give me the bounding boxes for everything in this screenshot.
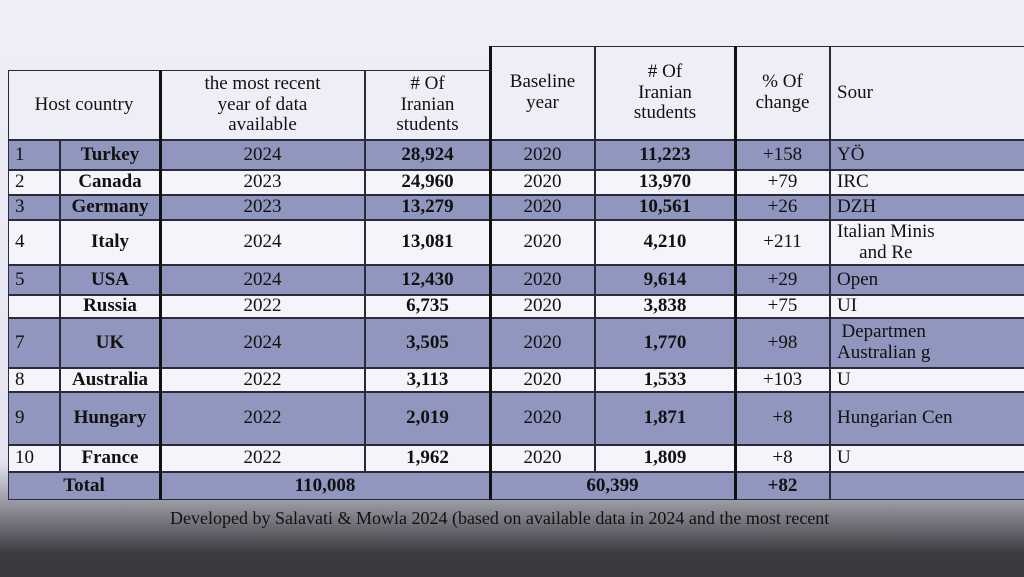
rank: 1: [8, 140, 60, 170]
total-cell: +82: [735, 472, 830, 500]
header-cell: Sour: [830, 46, 1024, 140]
country: Hungary: [60, 392, 160, 445]
baseline-year: 2020: [490, 220, 595, 265]
students-recent: 13,081: [365, 220, 490, 265]
recent-year: 2024: [160, 318, 365, 368]
baseline-year: 2020: [490, 170, 595, 195]
percent-change: +158: [735, 140, 830, 170]
percent-change: +26: [735, 195, 830, 220]
recent-year: 2022: [160, 295, 365, 318]
students-baseline: 11,223: [595, 140, 735, 170]
recent-year: 2022: [160, 445, 365, 472]
total-empty: [830, 472, 1024, 500]
column-divider: [734, 46, 737, 500]
rank: 7: [8, 318, 60, 368]
total-cell: 110,008: [160, 472, 490, 500]
rank: [8, 295, 60, 318]
baseline-year: 2020: [490, 368, 595, 392]
students-recent: 13,279: [365, 195, 490, 220]
students-recent: 12,430: [365, 265, 490, 295]
country: UK: [60, 318, 160, 368]
header-cell: % Of change: [735, 46, 830, 140]
header-cell: # Of Iranian students: [595, 46, 735, 140]
source: Hungarian Cen: [830, 392, 1024, 445]
country: France: [60, 445, 160, 472]
source: UI: [830, 295, 1024, 318]
rank: 9: [8, 392, 60, 445]
students-recent: 28,924: [365, 140, 490, 170]
country: Canada: [60, 170, 160, 195]
baseline-year: 2020: [490, 318, 595, 368]
header-cell: the most recent year of data available: [160, 70, 365, 140]
recent-year: 2023: [160, 195, 365, 220]
recent-year: 2023: [160, 170, 365, 195]
recent-year: 2024: [160, 140, 365, 170]
rank: 4: [8, 220, 60, 265]
baseline-year: 2020: [490, 392, 595, 445]
country: Australia: [60, 368, 160, 392]
recent-year: 2024: [160, 220, 365, 265]
source: DZH: [830, 195, 1024, 220]
source: Departmen Australian g: [830, 318, 1024, 368]
students-baseline: 1,809: [595, 445, 735, 472]
percent-change: +103: [735, 368, 830, 392]
students-recent: 1,962: [365, 445, 490, 472]
header-cell: Host country: [8, 70, 160, 140]
students-recent: 3,113: [365, 368, 490, 392]
students-recent: 3,505: [365, 318, 490, 368]
baseline-year: 2020: [490, 295, 595, 318]
students-recent: 2,019: [365, 392, 490, 445]
percent-change: +98: [735, 318, 830, 368]
students-baseline: 4,210: [595, 220, 735, 265]
baseline-year: 2020: [490, 140, 595, 170]
students-recent: 24,960: [365, 170, 490, 195]
rank: 5: [8, 265, 60, 295]
source: U: [830, 368, 1024, 392]
column-divider: [159, 70, 162, 500]
total-cell: 60,399: [490, 472, 735, 500]
percent-change: +79: [735, 170, 830, 195]
students-baseline: 1,770: [595, 318, 735, 368]
recent-year: 2022: [160, 368, 365, 392]
baseline-year: 2020: [490, 445, 595, 472]
percent-change: +8: [735, 392, 830, 445]
rank: 10: [8, 445, 60, 472]
header-cell: # Of Iranian students: [365, 70, 490, 140]
source: IRC: [830, 170, 1024, 195]
total-cell: Total: [8, 472, 160, 500]
source: U: [830, 445, 1024, 472]
source: YÖ: [830, 140, 1024, 170]
country: Russia: [60, 295, 160, 318]
percent-change: +8: [735, 445, 830, 472]
students-recent: 6,735: [365, 295, 490, 318]
country: Germany: [60, 195, 160, 220]
rank: 2: [8, 170, 60, 195]
percent-change: +211: [735, 220, 830, 265]
students-baseline: 10,561: [595, 195, 735, 220]
recent-year: 2022: [160, 392, 365, 445]
percent-change: +29: [735, 265, 830, 295]
students-baseline: 1,871: [595, 392, 735, 445]
source: Italian Minis and Re: [830, 220, 1024, 265]
percent-change: +75: [735, 295, 830, 318]
country: Italy: [60, 220, 160, 265]
rank: 8: [8, 368, 60, 392]
students-baseline: 13,970: [595, 170, 735, 195]
students-baseline: 1,533: [595, 368, 735, 392]
students-baseline: 9,614: [595, 265, 735, 295]
header-cell: Baseline year: [490, 46, 595, 140]
source: Open: [830, 265, 1024, 295]
rank: 3: [8, 195, 60, 220]
baseline-year: 2020: [490, 195, 595, 220]
recent-year: 2024: [160, 265, 365, 295]
students-baseline: 3,838: [595, 295, 735, 318]
column-divider: [489, 46, 492, 500]
baseline-year: 2020: [490, 265, 595, 295]
country: USA: [60, 265, 160, 295]
footer-note: Developed by Salavati & Mowla 2024 (base…: [170, 508, 830, 528]
country: Turkey: [60, 140, 160, 170]
